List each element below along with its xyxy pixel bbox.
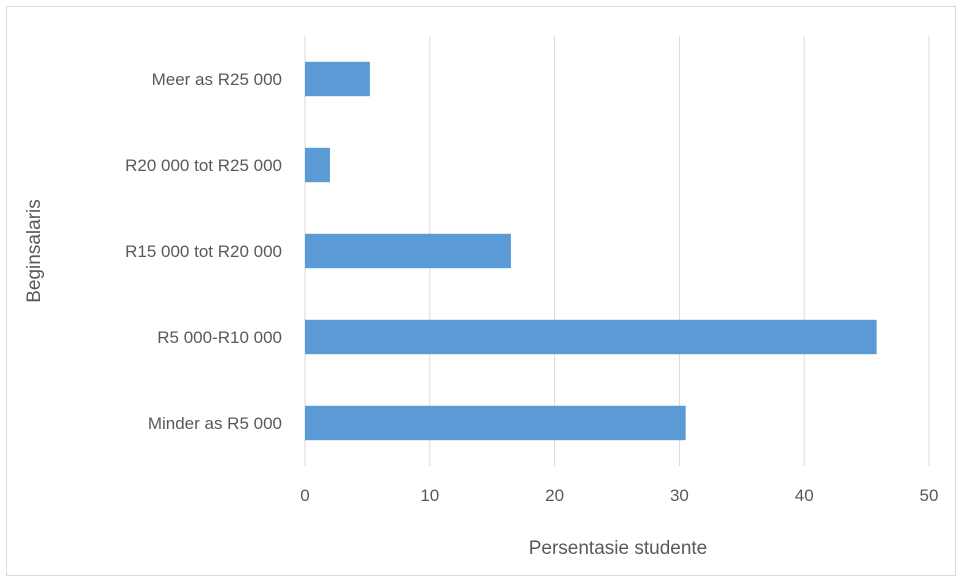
bars [305, 61, 877, 441]
y-axis-title: Beginsalaris [24, 199, 45, 303]
chart-frame [6, 6, 956, 576]
category-label: Meer as R25 000 [152, 70, 282, 89]
x-tick-label: 30 [670, 486, 689, 505]
x-tick-label: 10 [420, 486, 439, 505]
category-label: Minder as R5 000 [148, 414, 282, 433]
category-label: R5 000-R10 000 [157, 328, 282, 347]
bar [305, 405, 686, 441]
category-labels: Minder as R5 000 R5 000-R10 000 R15 000 to… [125, 70, 282, 433]
x-axis-title: Persentasie studente [529, 538, 708, 559]
gridlines [304, 36, 930, 466]
x-tick-label: 0 [300, 486, 309, 505]
bar [305, 147, 330, 183]
x-tick-label: 40 [795, 486, 814, 505]
bar [305, 233, 511, 269]
x-tick-label: 20 [545, 486, 564, 505]
category-label: R20 000 tot R25 000 [125, 156, 282, 175]
bar [305, 319, 877, 355]
bar [305, 61, 370, 97]
x-tick-labels: 0 10 20 30 40 50 [300, 486, 938, 505]
category-label: R15 000 tot R20 000 [125, 242, 282, 261]
x-tick-label: 50 [920, 486, 939, 505]
